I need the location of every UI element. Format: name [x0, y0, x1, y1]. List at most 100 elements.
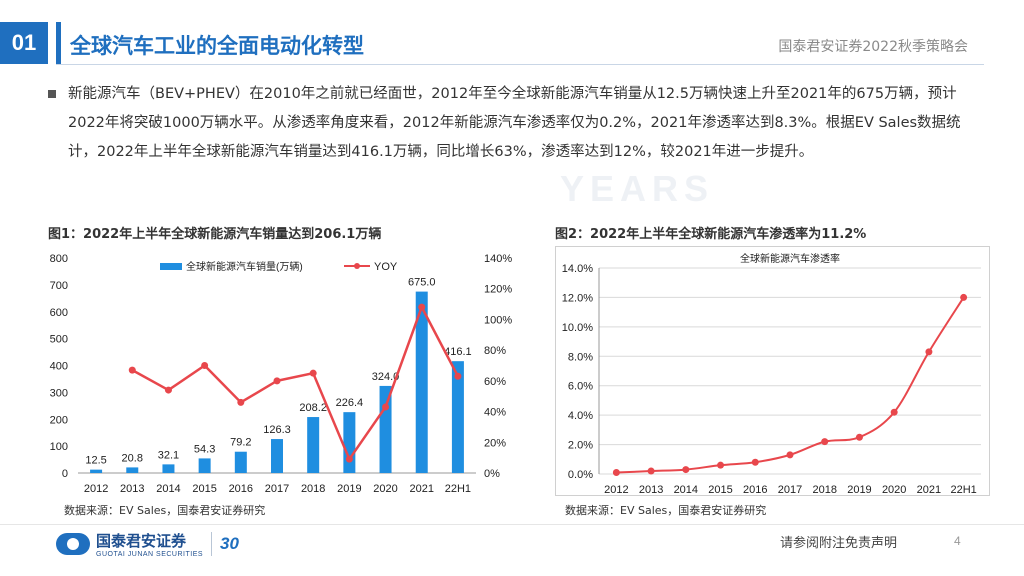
yoy-point — [201, 362, 209, 369]
title-divider — [56, 64, 984, 65]
bar — [451, 361, 464, 473]
y-tick-label: 6.0% — [568, 381, 593, 393]
chart-frame — [555, 246, 990, 496]
y-tick-label: 2.0% — [568, 440, 593, 452]
company-logo: 国泰君安证券 GUOTAI JUNAN SECURITIES 30 — [56, 530, 239, 558]
legend-bar-swatch — [160, 263, 182, 270]
page-number: 4 — [954, 534, 961, 548]
penetration-point — [786, 451, 794, 459]
bar-data-label: 208.2 — [299, 402, 327, 414]
penetration-point — [925, 348, 933, 356]
footer-divider — [0, 524, 1024, 525]
x-tick-label: 2014 — [674, 484, 698, 496]
y-tick-label: 100 — [50, 441, 68, 453]
y2-tick-label: 0% — [484, 468, 500, 480]
y-tick-label: 400 — [50, 361, 68, 373]
chart-inner-title: 全球新能源汽车渗透率 — [740, 252, 840, 265]
x-tick-label: 2014 — [156, 483, 180, 495]
y-tick-label: 8.0% — [568, 351, 593, 363]
figure-1-title: 图1：2022年上半年全球新能源汽车销量达到206.1万辆 — [48, 227, 382, 242]
x-tick-label: 2019 — [337, 483, 361, 495]
x-tick-label: 2015 — [192, 483, 216, 495]
yoy-point — [128, 366, 136, 374]
page-title: 全球汽车工业的全面电动化转型 — [70, 34, 364, 58]
y2-tick-label: 60% — [484, 376, 506, 388]
logo-english-name: GUOTAI JUNAN SECURITIES — [96, 551, 204, 558]
y-tick-label: 700 — [50, 280, 68, 292]
y-tick-label: 10.0% — [562, 322, 593, 334]
legend-line-marker — [354, 263, 360, 269]
logo-mark-icon — [56, 533, 90, 555]
logo-chinese-name: 国泰君安证券 — [96, 532, 187, 550]
bar-data-label: 324.0 — [372, 371, 400, 383]
x-tick-label: 2012 — [604, 484, 628, 496]
bar-data-label: 79.2 — [230, 437, 251, 449]
x-tick-label: 2018 — [812, 484, 836, 496]
y-tick-label: 14.0% — [562, 263, 593, 275]
x-tick-label: 2016 — [743, 484, 767, 496]
legend-bar-label: 全球新能源汽车销量(万辆) — [186, 260, 303, 273]
yoy-point — [164, 386, 172, 394]
yoy-line — [131, 304, 460, 462]
background-watermark: YEARS — [560, 168, 715, 209]
x-tick-label: 22H1 — [950, 484, 976, 496]
penetration-point — [821, 438, 829, 446]
x-tick-label: 22H1 — [445, 483, 471, 495]
x-tick-label: 2017 — [265, 483, 289, 495]
bar-data-label: 126.3 — [263, 424, 291, 436]
bar-data-label: 226.4 — [336, 397, 364, 409]
logo-separator — [211, 532, 213, 556]
x-tick-label: 2021 — [409, 483, 433, 495]
yoy-point — [237, 398, 245, 406]
title-accent-bar — [56, 22, 61, 64]
penetration-point — [682, 466, 690, 474]
bar — [234, 451, 247, 473]
penetration-point — [647, 467, 655, 475]
x-tick-label: 2015 — [708, 484, 732, 496]
anniversary-30-logo: 30 — [220, 534, 239, 553]
y2-tick-label: 140% — [484, 253, 512, 265]
penetration-point — [890, 408, 898, 416]
section-number-badge: 01 — [0, 22, 48, 64]
y-tick-label: 4.0% — [568, 410, 593, 422]
y-tick-label: 12.0% — [562, 292, 593, 304]
penetration-point — [960, 293, 968, 301]
yoy-point — [273, 377, 281, 385]
y-tick-label: 300 — [50, 387, 68, 399]
bullet-paragraph: 新能源汽车（BEV+PHEV）在2010年之前就已经面世，2012年至今全球新能… — [48, 80, 978, 167]
x-tick-label: 2016 — [229, 483, 253, 495]
y2-tick-label: 80% — [484, 345, 506, 357]
y2-tick-label: 40% — [484, 407, 506, 419]
yoy-point — [454, 372, 462, 380]
y-tick-label: 500 — [50, 334, 68, 346]
figure-2-source: 数据来源：EV Sales，国泰君安证券研究 — [565, 504, 767, 517]
penetration-point — [751, 458, 759, 466]
yoy-point — [309, 369, 317, 377]
x-tick-label: 2020 — [882, 484, 906, 496]
y-tick-label: 600 — [50, 307, 68, 319]
x-tick-label: 2018 — [301, 483, 325, 495]
y2-tick-label: 120% — [484, 284, 512, 296]
y2-tick-label: 20% — [484, 437, 506, 449]
y-tick-label: 0 — [62, 468, 68, 480]
bar — [343, 412, 356, 473]
yoy-point — [382, 403, 390, 411]
bar — [162, 464, 175, 473]
x-tick-label: 2021 — [917, 484, 941, 496]
bar — [415, 291, 428, 473]
y-tick-label: 800 — [50, 253, 68, 265]
x-tick-label: 2019 — [847, 484, 871, 496]
x-tick-label: 2013 — [120, 483, 144, 495]
y-tick-label: 200 — [50, 414, 68, 426]
bar-data-label: 54.3 — [194, 443, 215, 455]
bar-data-label: 12.5 — [85, 455, 106, 467]
report-name: 国泰君安证券2022秋季策略会 — [778, 39, 968, 55]
disclaimer-link[interactable]: 请参阅附注免责声明 — [780, 536, 898, 551]
bullet-square-icon — [48, 90, 56, 98]
bar — [271, 439, 283, 473]
x-tick-label: 2012 — [84, 483, 108, 495]
x-tick-label: 2013 — [639, 484, 663, 496]
figure-2-title: 图2：2022年上半年全球新能源汽车渗透率为11.2% — [555, 227, 867, 242]
yoy-point — [345, 455, 353, 463]
y-tick-label: 0.0% — [568, 469, 593, 481]
